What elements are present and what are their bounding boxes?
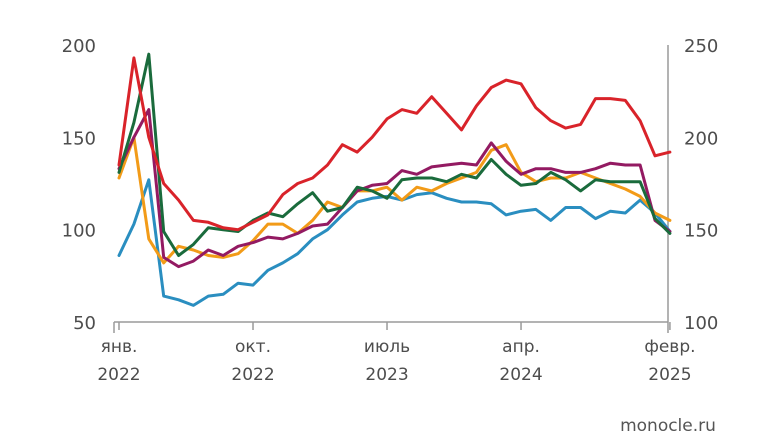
- plot-frame: [113, 45, 669, 333]
- series-line-4: [117, 178, 672, 307]
- y-left-tick-label: 50: [73, 313, 96, 334]
- series-line-2: [117, 108, 672, 269]
- x-tick-year-label: 2022: [231, 365, 274, 385]
- x-tick-year-label: 2024: [499, 365, 542, 385]
- y-axis-left-ticks: 200 150 100 50: [62, 36, 96, 334]
- x-tick-month-label: июль: [364, 337, 410, 357]
- y-left-tick-label: 100: [62, 221, 96, 242]
- y-left-tick-label: 200: [62, 36, 96, 57]
- x-tick-month-label: февр.: [644, 337, 695, 357]
- x-tick-month-label: апр.: [502, 337, 540, 357]
- y-right-tick-label: 200: [684, 128, 718, 149]
- x-tick-year-label: 2025: [648, 365, 691, 385]
- series-layer: [117, 52, 672, 307]
- y-axis-right-ticks: 250 200 150 100: [684, 36, 718, 334]
- y-right-tick-label: 100: [684, 313, 718, 334]
- y-right-tick-label: 150: [684, 221, 718, 242]
- x-tick-month-label: янв.: [101, 337, 138, 357]
- series-line-3: [117, 135, 672, 265]
- x-tick-year-label: 2023: [365, 365, 408, 385]
- watermark-text: monocle.ru: [620, 416, 716, 436]
- series-line-0: [117, 56, 672, 232]
- y-left-tick-label: 150: [62, 128, 96, 149]
- x-tick-month-label: окт.: [235, 337, 271, 357]
- x-tick-year-label: 2022: [97, 365, 140, 385]
- y-right-tick-label: 250: [684, 36, 718, 57]
- series-line-1: [117, 52, 672, 257]
- x-axis-ticks: янв. 2022 окт. 2022 июль 2023 апр. 2024 февр. 202…: [97, 322, 696, 385]
